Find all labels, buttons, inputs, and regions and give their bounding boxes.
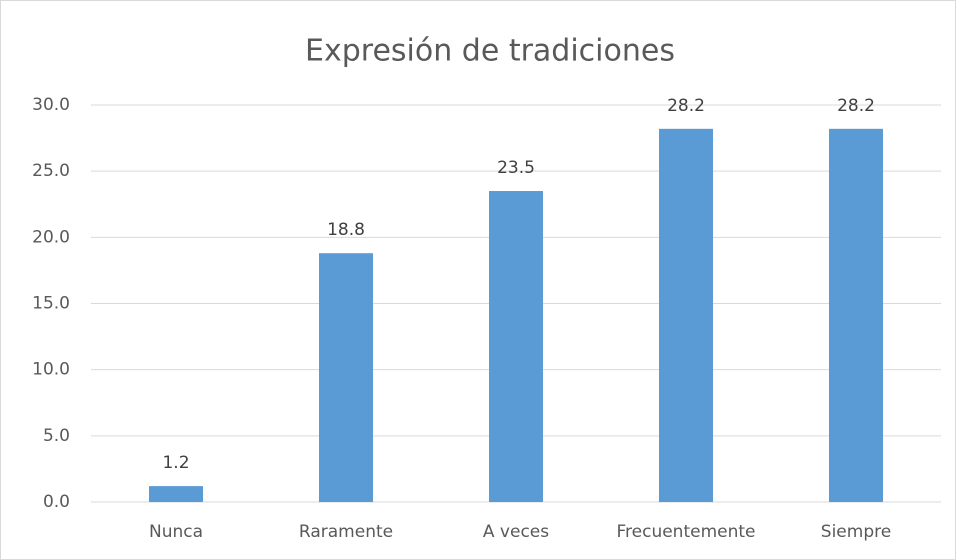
- bar: [319, 253, 373, 502]
- data-label: 28.2: [837, 96, 875, 116]
- y-tick-label: 20.0: [32, 227, 70, 247]
- y-tick-label: 15.0: [32, 294, 70, 314]
- bar: [149, 486, 203, 502]
- x-tick-label: Nunca: [149, 522, 203, 542]
- x-tick-label: Frecuentemente: [616, 522, 755, 542]
- bar: [489, 191, 543, 502]
- y-tick-label: 0.0: [43, 492, 70, 512]
- data-label: 18.8: [327, 220, 365, 240]
- x-tick-label: Siempre: [821, 522, 891, 542]
- x-tick-label: A veces: [483, 522, 549, 542]
- y-tick-label: 25.0: [32, 161, 70, 181]
- data-label: 28.2: [667, 96, 705, 116]
- x-tick-label: Raramente: [299, 522, 393, 542]
- chart-title: Expresión de tradiciones: [305, 34, 675, 69]
- bar: [829, 128, 883, 502]
- y-tick-label: 30.0: [32, 95, 70, 115]
- y-tick-label: 10.0: [32, 360, 70, 380]
- data-label: 1.2: [162, 453, 189, 473]
- bar: [659, 128, 713, 502]
- y-tick-label: 5.0: [43, 426, 70, 446]
- data-label: 23.5: [497, 158, 535, 178]
